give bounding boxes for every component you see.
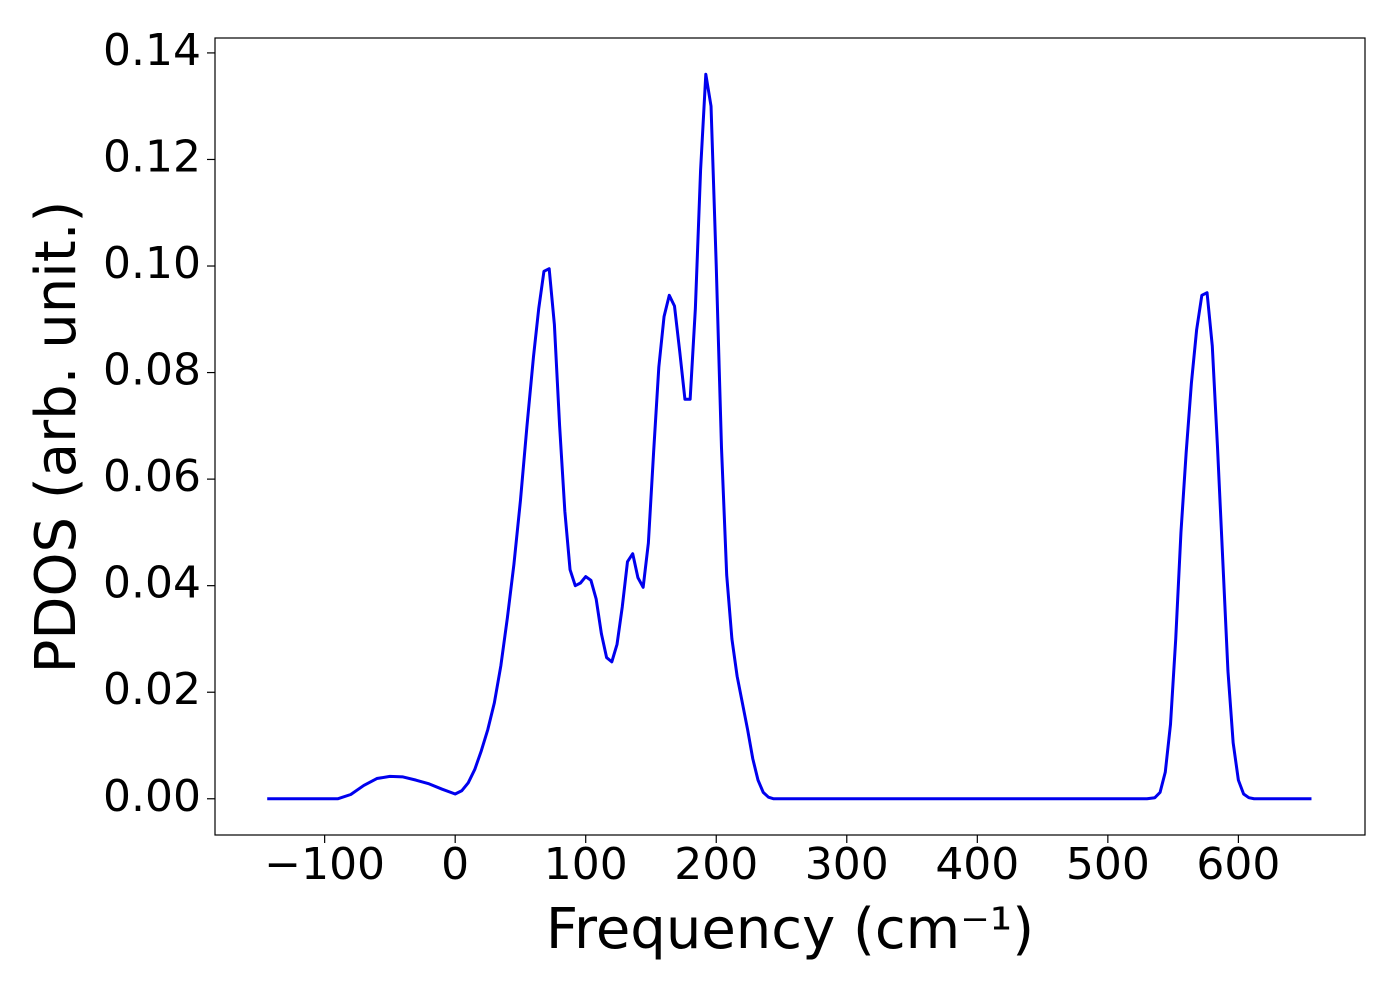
plot-frame [214,37,1366,836]
y-tick-label: 0.00 [103,771,201,822]
x-tick-label: 100 [544,839,628,890]
x-tick-label: 400 [935,839,1019,890]
x-tick-label: 0 [441,839,469,890]
x-tick-label: 300 [805,839,889,890]
y-axis-label: PDOS (arb. unit.) [24,201,89,674]
y-tick-label: 0.04 [103,558,201,609]
x-tick-label: 500 [1066,839,1150,890]
y-tick-label: 0.10 [103,238,201,289]
y-tick-label: 0.06 [103,451,201,502]
x-tick-label: −100 [264,839,385,890]
x-axis-label: Frequency (cm⁻¹) [546,897,1034,962]
y-tick-label: 0.02 [103,664,201,715]
y-tick-label: 0.08 [103,345,201,396]
pdos-line [267,72,1312,801]
y-tick-label: 0.14 [103,25,201,76]
x-tick-label: 200 [674,839,758,890]
y-tick-label: 0.12 [103,131,201,182]
x-tick-label: 600 [1196,839,1280,890]
